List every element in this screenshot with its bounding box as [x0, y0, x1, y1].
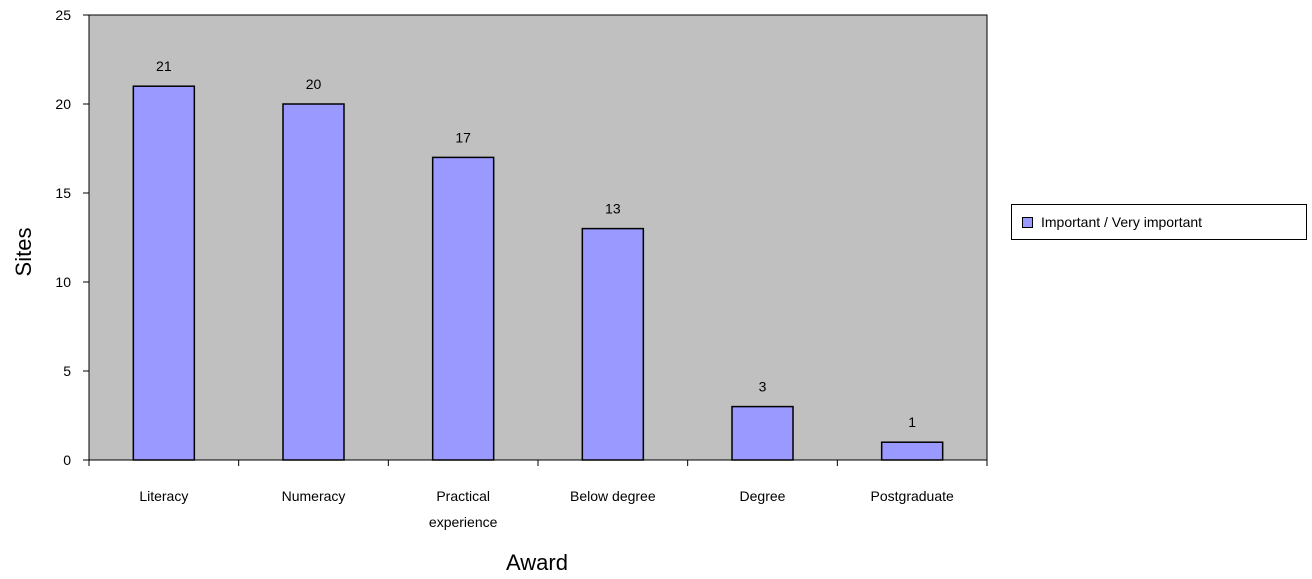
y-tick-label: 15: [55, 185, 71, 201]
x-tick-label: Postgraduate: [871, 488, 954, 504]
x-tick-label: Literacy: [139, 488, 188, 504]
bar: [282, 103, 345, 461]
x-tick-label: Numeracy: [282, 488, 346, 504]
data-label: 13: [605, 201, 621, 217]
legend: Important / Very important: [1011, 204, 1307, 240]
x-tick-label: Practical experience: [429, 488, 498, 530]
bar: [581, 227, 645, 461]
legend-entry-label: Important / Very important: [1041, 214, 1203, 230]
data-label: 20: [306, 76, 322, 92]
data-label: 3: [759, 379, 767, 395]
plot-area: [88, 14, 988, 461]
x-tick-label: Below degree: [570, 488, 656, 504]
y-tick-label: 5: [63, 363, 71, 379]
y-tick-label: 25: [55, 7, 71, 23]
y-tick-label: 20: [55, 96, 71, 112]
x-tick-label: Degree: [740, 488, 786, 504]
bar: [731, 405, 794, 461]
legend-swatch-icon: [1022, 216, 1033, 228]
x-axis-title: Award: [506, 550, 568, 575]
y-axis-title: Sites: [11, 228, 36, 277]
bar: [880, 441, 944, 461]
data-label: 1: [908, 414, 916, 430]
bar: [132, 85, 196, 461]
data-label: 17: [455, 129, 471, 145]
data-label: 21: [156, 58, 172, 74]
y-tick-label: 10: [55, 274, 71, 290]
bar: [431, 156, 495, 461]
y-tick-label: 0: [63, 452, 71, 468]
